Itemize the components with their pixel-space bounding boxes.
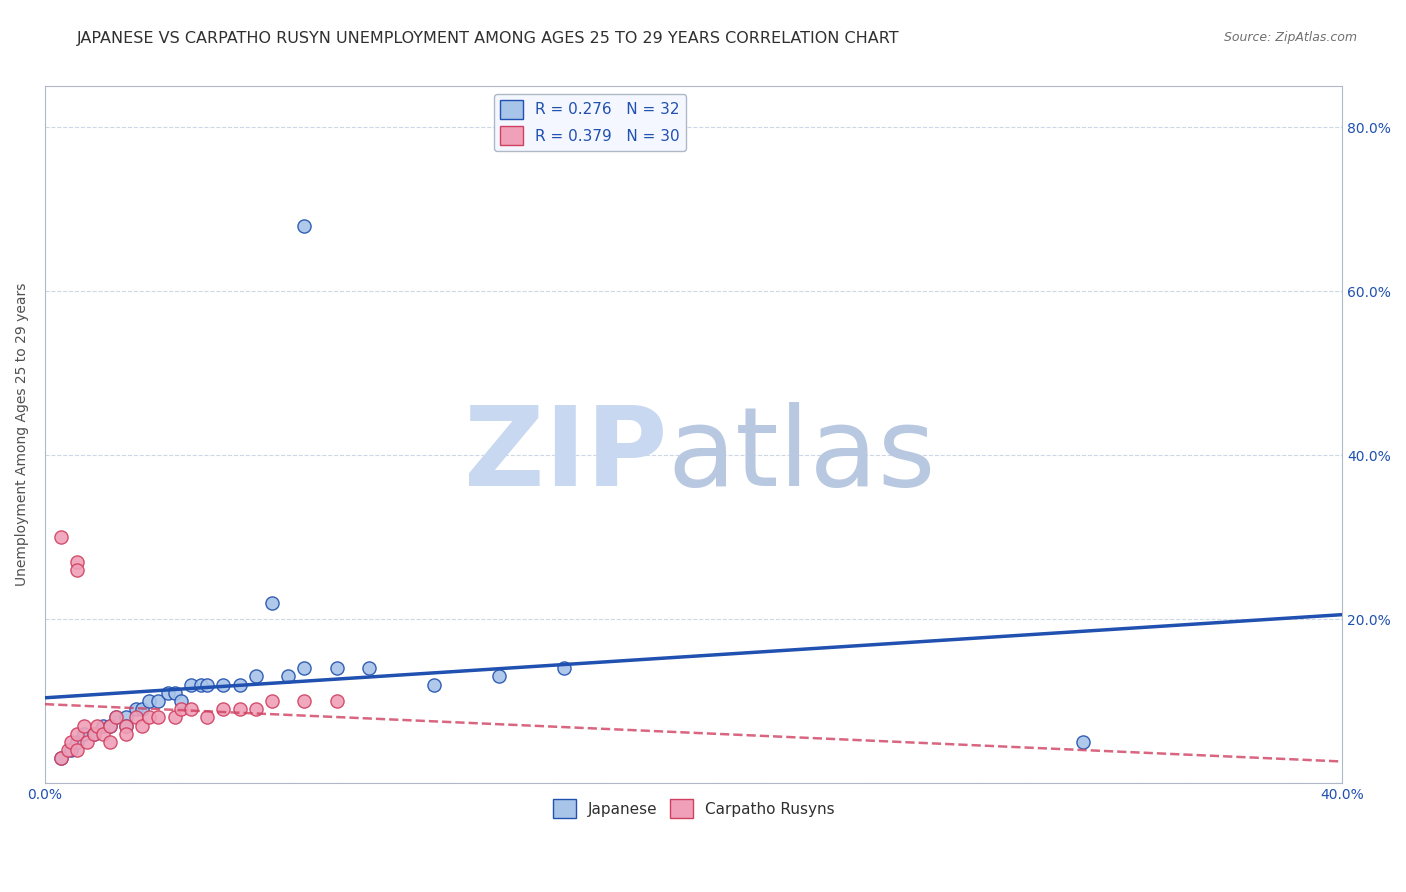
Point [83, 727, 105, 741]
Point [157, 686, 180, 700]
Text: Source: ZipAtlas.com: Source: ZipAtlas.com [1223, 31, 1357, 45]
Point [59, 743, 82, 757]
Point [195, 710, 218, 724]
Point [98, 719, 121, 733]
Point [56, 743, 79, 757]
Point [180, 702, 202, 716]
Point [148, 710, 170, 724]
Point [66, 735, 89, 749]
Point [260, 596, 283, 610]
Point [76, 735, 98, 749]
Point [83, 727, 105, 741]
Point [115, 719, 138, 733]
Point [125, 710, 148, 724]
Point [170, 702, 193, 716]
Point [98, 719, 121, 733]
Point [59, 735, 82, 749]
Point [163, 686, 186, 700]
Text: JAPANESE VS CARPATHO RUSYN UNEMPLOYMENT AMONG AGES 25 TO 29 YEARS CORRELATION CH: JAPANESE VS CARPATHO RUSYN UNEMPLOYMENT … [77, 31, 900, 46]
Point [359, 661, 381, 675]
Point [105, 710, 128, 724]
Point [488, 669, 510, 683]
Point [294, 661, 316, 675]
Point [212, 678, 235, 692]
Point [423, 678, 446, 692]
Point [228, 702, 250, 716]
Point [190, 678, 212, 692]
Y-axis label: Unemployment Among Ages 25 to 29 years: Unemployment Among Ages 25 to 29 years [15, 283, 30, 586]
Point [180, 678, 202, 692]
Point [245, 669, 267, 683]
Point [1071, 735, 1094, 749]
Point [131, 719, 153, 733]
Point [51, 751, 73, 765]
Point [115, 719, 138, 733]
Point [294, 219, 316, 233]
Text: ZIP: ZIP [464, 402, 668, 509]
Point [66, 727, 89, 741]
Point [326, 694, 349, 708]
Point [553, 661, 575, 675]
Point [66, 563, 89, 577]
Point [86, 719, 108, 733]
Point [163, 710, 186, 724]
Point [66, 743, 89, 757]
Point [93, 719, 115, 733]
Point [326, 661, 349, 675]
Point [245, 702, 267, 716]
Point [51, 530, 73, 544]
Point [277, 669, 299, 683]
Point [131, 702, 153, 716]
Point [66, 555, 89, 569]
Point [105, 710, 128, 724]
Point [115, 710, 138, 724]
Point [170, 694, 193, 708]
Point [195, 678, 218, 692]
Point [228, 678, 250, 692]
Point [260, 694, 283, 708]
Text: atlas: atlas [668, 402, 936, 509]
Point [138, 710, 160, 724]
Point [212, 702, 235, 716]
Point [115, 727, 138, 741]
Point [51, 751, 73, 765]
Legend: Japanese, Carpatho Rusyns: Japanese, Carpatho Rusyns [547, 793, 841, 824]
Point [125, 702, 148, 716]
Point [73, 719, 96, 733]
Point [73, 727, 96, 741]
Point [98, 735, 121, 749]
Point [93, 727, 115, 741]
Point [294, 694, 316, 708]
Point [148, 694, 170, 708]
Point [138, 694, 160, 708]
